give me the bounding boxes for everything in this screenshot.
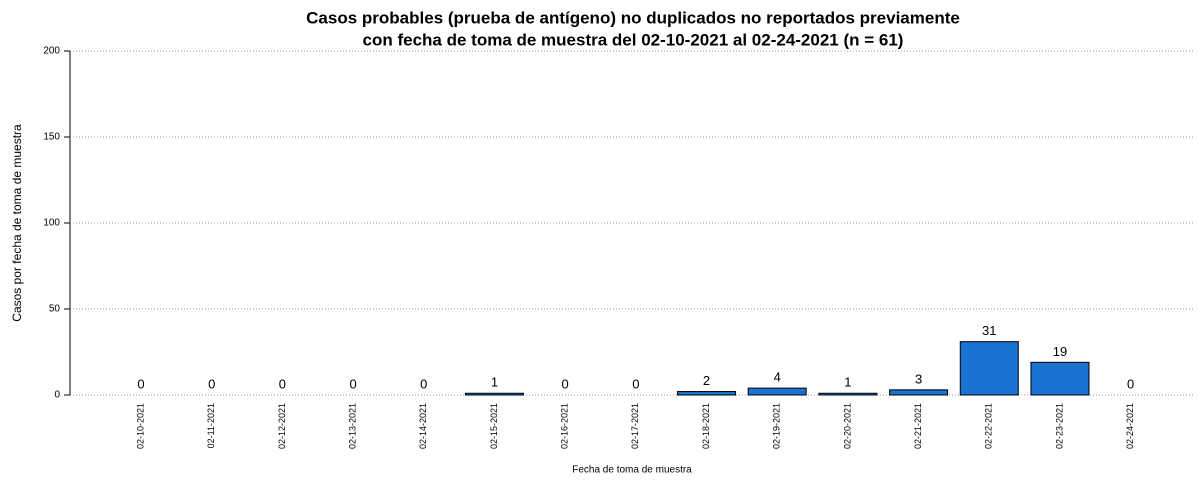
data-label: 4 — [774, 370, 781, 385]
x-tick-label: 02-10-2021 — [135, 403, 145, 449]
data-label: 0 — [1127, 376, 1134, 391]
data-label: 3 — [915, 371, 922, 386]
y-axis-label: Casos por fecha de toma de muestra — [10, 124, 24, 322]
bar — [959, 341, 1019, 396]
data-label: 1 — [491, 375, 498, 390]
x-tick-label: 02-19-2021 — [772, 403, 782, 449]
x-tick-label: 02-15-2021 — [489, 403, 499, 449]
data-label: 0 — [137, 376, 144, 391]
data-label: 0 — [632, 376, 639, 391]
data-label: 0 — [420, 376, 427, 391]
x-tick-label: 02-20-2021 — [842, 403, 852, 449]
data-label: 0 — [562, 376, 569, 391]
data-label: 2 — [703, 373, 710, 388]
x-tick-label: 02-21-2021 — [913, 403, 923, 449]
y-tick-label: 150 — [43, 132, 60, 143]
x-tick-label: 02-12-2021 — [277, 403, 287, 449]
bar — [818, 392, 878, 396]
data-label: 1 — [844, 375, 851, 390]
x-tick-label: 02-16-2021 — [560, 403, 570, 449]
x-tick-label: 02-22-2021 — [984, 403, 994, 449]
x-tick-label: 02-14-2021 — [418, 403, 428, 449]
x-tick-label: 02-11-2021 — [206, 403, 216, 448]
bar — [889, 389, 949, 396]
chart-title: con fecha de toma de muestra del 02-10-2… — [363, 30, 904, 49]
y-tick-label: 50 — [49, 304, 61, 315]
y-tick-label: 200 — [43, 46, 60, 57]
data-label: 31 — [982, 323, 996, 338]
x-tick-label: 02-23-2021 — [1054, 403, 1064, 449]
data-label: 0 — [279, 376, 286, 391]
x-tick-label: 02-18-2021 — [701, 403, 711, 449]
data-label: 0 — [349, 376, 356, 391]
x-axis-label: Fecha de toma de muestra — [572, 465, 692, 476]
x-tick-label: 02-24-2021 — [1125, 403, 1135, 449]
x-tick-label: 02-13-2021 — [347, 403, 357, 449]
chart-title: Casos probables (prueba de antígeno) no … — [306, 8, 960, 27]
y-tick-label: 0 — [54, 390, 60, 401]
data-label: 19 — [1053, 344, 1067, 359]
y-tick-label: 100 — [43, 218, 60, 229]
data-label: 0 — [208, 376, 215, 391]
x-tick-label: 02-17-2021 — [630, 403, 640, 449]
bar — [747, 387, 807, 396]
bar — [1030, 361, 1090, 396]
bar — [464, 392, 524, 396]
bar — [677, 391, 737, 396]
